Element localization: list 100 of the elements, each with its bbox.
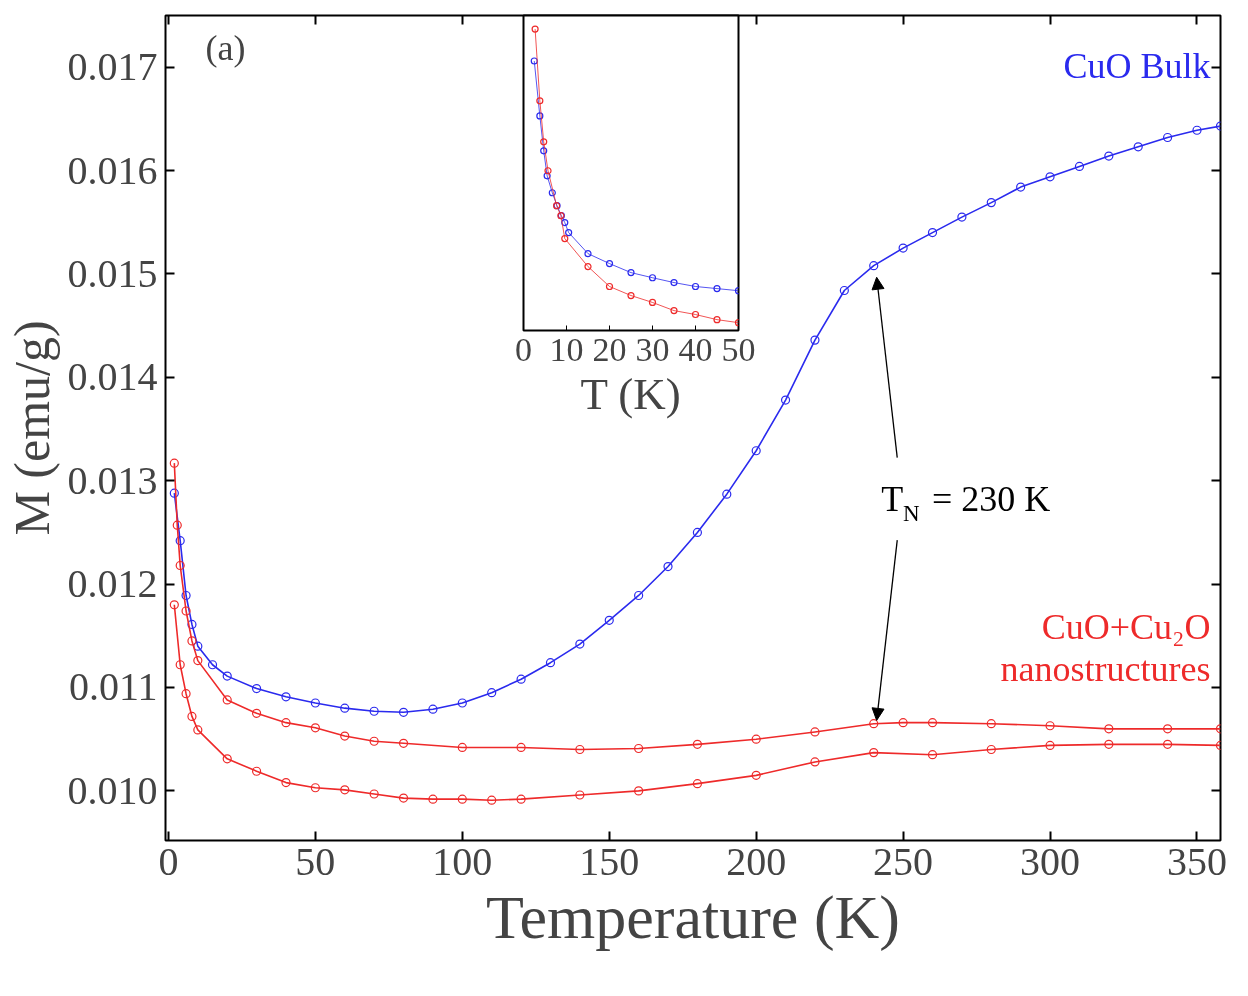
x-tick-label: 300 [1020,838,1081,884]
point [1045,721,1055,731]
point [252,683,262,694]
point [561,218,569,227]
point [545,658,556,668]
series-label: CuO+Cu₂O nanostructures [1000,606,1211,689]
point [543,172,551,180]
point [1104,151,1114,161]
point [663,561,673,572]
point [428,794,438,804]
annotation: (a) [205,27,246,68]
point [691,310,700,319]
point [222,671,232,681]
point [561,234,569,243]
point [722,489,732,499]
point [175,660,185,670]
point [605,259,614,268]
point [634,590,644,601]
point [986,719,996,729]
point [487,795,497,805]
point [780,395,791,405]
point [691,282,700,291]
point [340,785,350,795]
point [193,725,203,735]
point [487,688,497,698]
point [340,703,350,713]
x-tick-label: 50 [721,330,756,368]
point [540,147,548,155]
point [1163,739,1173,749]
point [544,167,552,175]
x-tick-label: 350 [1166,838,1227,884]
point [713,316,721,324]
point [869,261,879,271]
x-tick-label: 10 [549,330,584,368]
point [1045,740,1055,750]
point [310,698,320,708]
point [222,754,232,764]
point [369,706,379,716]
y-tick-label: 0.015 [67,250,158,296]
point [605,282,614,291]
x-tick-label: 150 [579,838,640,884]
point [172,520,182,530]
point [810,727,820,737]
point [187,636,197,646]
point [898,243,908,253]
point [428,704,438,714]
point [536,112,544,120]
x-tick-label: 200 [726,838,787,884]
point [692,739,703,749]
point [648,274,657,282]
point [810,757,820,767]
point [516,742,526,753]
x-tick-label: 30 [635,330,670,368]
point [1074,161,1085,172]
point [516,794,526,804]
x-tick-label: 100 [432,838,493,884]
x-tick-label: 50 [295,838,336,884]
point [627,269,635,277]
point [252,708,262,718]
point [810,335,820,345]
point [222,695,232,705]
point [1104,739,1114,749]
point [869,719,879,729]
point [516,674,526,684]
point [169,600,179,610]
point [1045,172,1055,182]
x-axis-title: T (K) [580,368,681,419]
point [1163,132,1173,143]
point [751,770,761,780]
point [634,786,644,796]
point [986,744,996,755]
point [187,619,197,630]
point [310,783,320,793]
point [713,285,721,293]
point [1016,182,1026,192]
point [281,692,291,702]
point [398,793,409,803]
y-tick-label: 0.014 [67,354,158,400]
point [207,660,218,670]
x-tick-label: 250 [873,838,934,884]
point [548,189,556,197]
point [670,307,678,315]
x-tick-label: 40 [678,330,713,368]
point [692,527,703,538]
x-tick-label: 20 [592,330,627,368]
point [627,291,635,300]
y-tick-label: 0.010 [67,767,158,813]
point [898,718,908,728]
point [869,748,879,758]
point [927,750,938,760]
point [1192,125,1202,135]
point [169,458,179,468]
point [927,718,938,728]
point [540,138,548,146]
y-tick-label: 0.017 [67,44,158,90]
point [310,723,320,733]
point [584,263,592,271]
point [457,794,467,804]
point [193,641,203,651]
point [193,656,203,666]
